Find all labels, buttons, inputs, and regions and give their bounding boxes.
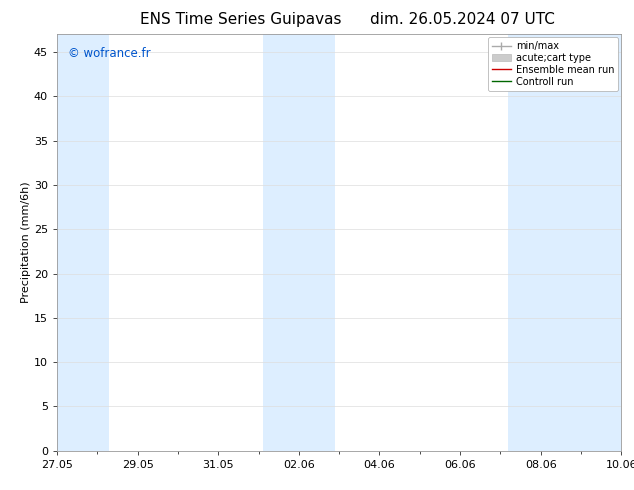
Text: © wofrance.fr: © wofrance.fr xyxy=(68,47,151,60)
Bar xyxy=(508,34,621,451)
Text: dim. 26.05.2024 07 UTC: dim. 26.05.2024 07 UTC xyxy=(370,12,555,27)
Y-axis label: Precipitation (mm/6h): Precipitation (mm/6h) xyxy=(21,182,31,303)
Legend: min/max, acute;cart type, Ensemble mean run, Controll run: min/max, acute;cart type, Ensemble mean … xyxy=(488,37,618,91)
Bar xyxy=(57,34,110,451)
Bar xyxy=(262,34,335,451)
Text: ENS Time Series Guipavas: ENS Time Series Guipavas xyxy=(140,12,342,27)
